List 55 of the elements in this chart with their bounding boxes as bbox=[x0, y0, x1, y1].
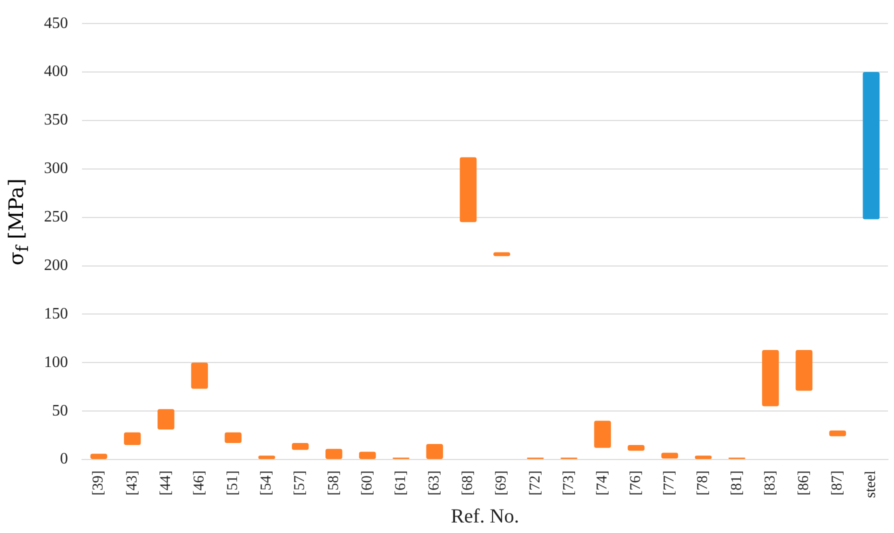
y-tick-label: 200 bbox=[44, 256, 68, 274]
bar bbox=[224, 432, 242, 444]
y-tick-label: 400 bbox=[44, 63, 68, 80]
bar bbox=[90, 454, 108, 460]
x-tick-label: [39] bbox=[90, 470, 107, 496]
bar bbox=[191, 362, 208, 389]
bar bbox=[124, 432, 141, 445]
x-tick-label: [73] bbox=[560, 470, 577, 496]
bar bbox=[493, 252, 510, 256]
bar bbox=[258, 456, 276, 460]
y-tick-label: 0 bbox=[60, 450, 68, 468]
bar bbox=[292, 443, 309, 450]
x-tick-label: [86] bbox=[796, 470, 812, 496]
x-tick-label: [87] bbox=[830, 470, 846, 496]
x-tick-label: [60] bbox=[359, 470, 376, 496]
x-tick-label: [81] bbox=[728, 470, 745, 496]
x-tick-label: [57] bbox=[292, 470, 308, 496]
x-tick-label: [68] bbox=[460, 470, 476, 496]
x-tick-label: [76] bbox=[628, 470, 644, 496]
x-tick-label: [58] bbox=[326, 470, 342, 496]
x-tick-label: [83] bbox=[762, 470, 778, 496]
bar bbox=[460, 157, 477, 222]
y-tick-label: 300 bbox=[44, 160, 68, 178]
bar bbox=[359, 452, 376, 460]
x-tick-label: [74] bbox=[594, 470, 610, 496]
bar bbox=[694, 456, 712, 460]
x-tick-label: [43] bbox=[124, 470, 140, 496]
bar bbox=[762, 350, 779, 406]
x-tick-label: [46] bbox=[191, 470, 208, 496]
bar bbox=[829, 430, 846, 436]
x-tick-label: [51] bbox=[225, 470, 242, 496]
x-tick-label: [72] bbox=[527, 470, 544, 496]
y-tick-label: 50 bbox=[52, 402, 68, 420]
x-tick-label: [78] bbox=[695, 470, 712, 496]
x-tick-label: [54] bbox=[258, 470, 275, 496]
bar bbox=[862, 72, 880, 220]
bar bbox=[594, 420, 611, 448]
y-tick-label: 450 bbox=[44, 14, 68, 32]
y-tick-label: 350 bbox=[44, 112, 68, 129]
bar bbox=[426, 444, 444, 460]
bar bbox=[628, 444, 645, 451]
y-tick-label: 250 bbox=[44, 208, 68, 226]
bar bbox=[325, 448, 342, 460]
x-tick-label: [44] bbox=[158, 470, 174, 496]
x-axis-title: Ref. No. bbox=[450, 505, 520, 528]
bar bbox=[661, 452, 678, 459]
x-tick-label: [61] bbox=[392, 470, 409, 496]
bar bbox=[158, 409, 174, 430]
x-tick-label: steel bbox=[863, 470, 880, 498]
bar bbox=[796, 350, 812, 391]
x-tick-label: [77] bbox=[662, 470, 678, 496]
y-tick-label: 100 bbox=[44, 354, 68, 371]
x-tick-label: [69] bbox=[494, 470, 510, 496]
y-tick-label: 150 bbox=[44, 305, 68, 322]
x-tick-label: [63] bbox=[426, 470, 443, 496]
